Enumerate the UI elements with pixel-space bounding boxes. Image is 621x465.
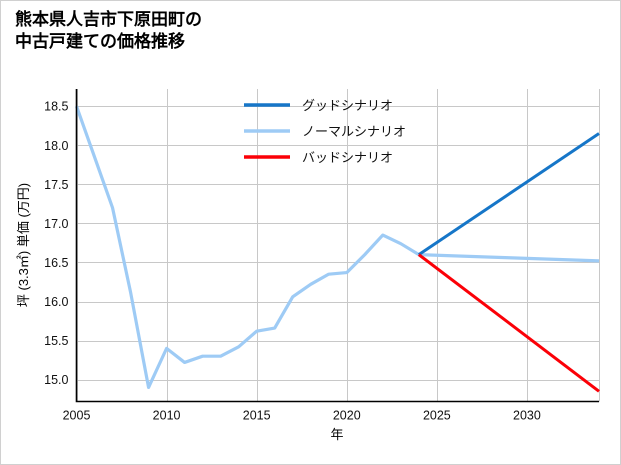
series-group [74, 105, 600, 393]
x-axis-label: 年 [330, 427, 343, 442]
y-tick-label: 18.5 [44, 100, 68, 114]
y-axis-label: 坪 (3.3㎡) 単価 (万円) [16, 183, 31, 307]
y-tick-label: 18.0 [44, 139, 68, 153]
y-tick-label: 16.5 [44, 256, 68, 270]
x-tick-label: 2005 [63, 409, 91, 423]
series-line-0 [417, 132, 600, 256]
x-tick-label: 2030 [513, 409, 541, 423]
x-tick-labels: 2005 2010 2015 2020 2025 2030 [63, 409, 541, 423]
x-tick-label: 2025 [423, 409, 451, 423]
x-tick-label: 2010 [153, 409, 181, 423]
series-line-1 [74, 105, 600, 390]
y-tick-label: 17.5 [44, 178, 68, 192]
legend-label-1: ノーマルシナリオ [302, 124, 406, 139]
legend-label-2: バッドシナリオ [302, 150, 393, 165]
series-line-2 [417, 253, 600, 393]
legend-label-0: グッドシナリオ [302, 98, 393, 113]
y-tick-label: 16.0 [44, 295, 68, 309]
y-tick-label: 17.0 [44, 217, 68, 231]
y-tick-label: 15.5 [44, 334, 68, 348]
y-tick-label: 15.0 [44, 373, 68, 387]
chart-title: 熊本県人吉市下原田町の 中古戸建ての価格推移 [15, 10, 202, 52]
x-tick-label: 2015 [243, 409, 271, 423]
x-tick-label: 2020 [333, 409, 361, 423]
horizontal-gridlines [76, 106, 599, 381]
axis-lines [75, 89, 599, 403]
y-tick-labels: 15.0 15.5 16.0 16.5 17.0 17.5 18.0 18.5 [44, 100, 68, 387]
